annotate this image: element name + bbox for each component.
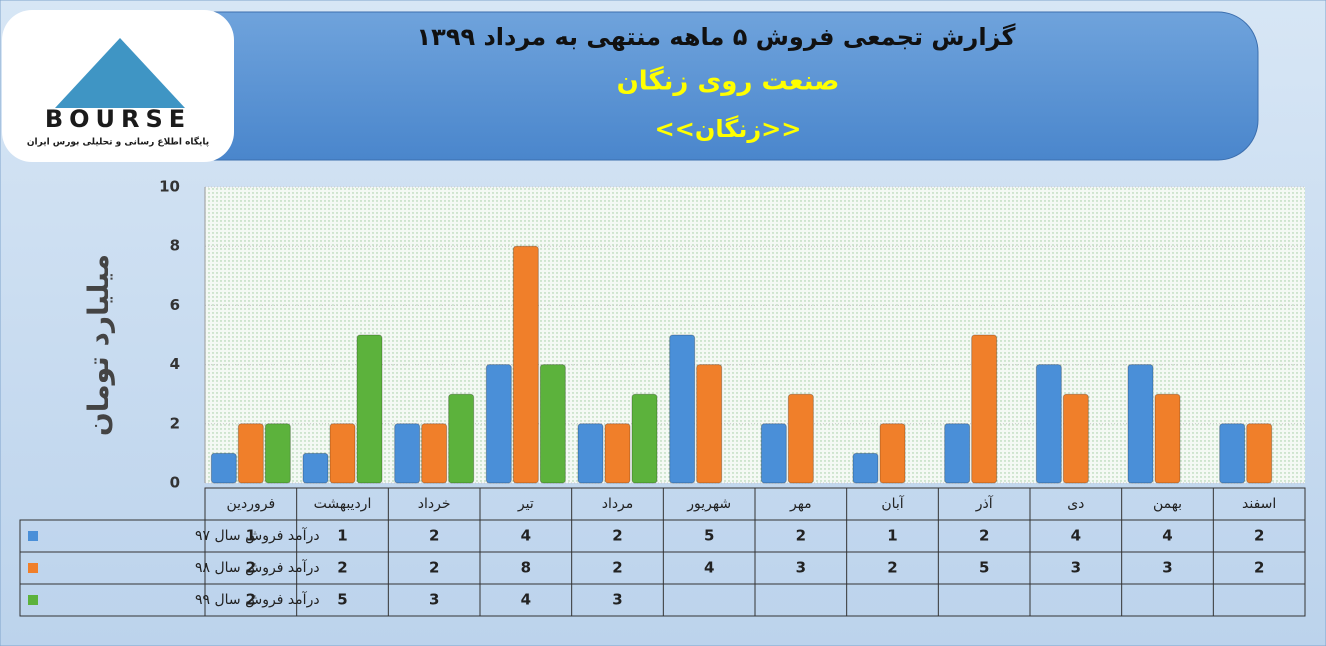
bar <box>394 423 421 484</box>
bar <box>631 393 658 484</box>
bar <box>760 423 787 484</box>
bar <box>971 334 998 484</box>
bar <box>302 452 329 484</box>
y-tick-label: 6 <box>170 296 180 314</box>
bar <box>944 423 971 484</box>
bar <box>1154 393 1181 484</box>
table-value: 3 <box>1162 559 1172 577</box>
x-tick-label: تیر <box>517 496 534 512</box>
chart-title: گزارش تجمعی فروش ۵ ماهه منتهی به مرداد ۱… <box>417 23 1016 51</box>
bar <box>852 452 879 484</box>
bar <box>1246 423 1273 484</box>
table-value: 4 <box>704 559 714 577</box>
logo-icon <box>55 38 185 108</box>
bar <box>604 423 631 484</box>
x-tick-label: بهمن <box>1153 496 1182 512</box>
bar <box>787 393 814 484</box>
table-value: 1 <box>337 527 347 545</box>
x-tick-label: مهر <box>789 496 812 512</box>
logo-text: BOURSE <box>45 105 191 133</box>
table-value: 4 <box>1071 527 1081 545</box>
table-value: 2 <box>796 527 806 545</box>
table-value: 4 <box>521 591 531 609</box>
legend-swatch <box>28 563 38 573</box>
table-value: 2 <box>246 591 256 609</box>
bar <box>1219 423 1246 484</box>
table-value: 5 <box>337 591 347 609</box>
table-value: 2 <box>612 527 622 545</box>
table-value: 5 <box>979 559 989 577</box>
y-tick-label: 2 <box>170 414 180 432</box>
x-tick-label: مرداد <box>602 496 634 512</box>
bar <box>329 423 356 484</box>
x-tick-label: اردیبهشت <box>314 496 372 512</box>
x-tick-label: خرداد <box>418 496 451 512</box>
table-value: 1 <box>246 527 256 545</box>
x-tick-label: آبان <box>881 495 904 512</box>
bar <box>539 364 566 484</box>
table-value: 2 <box>887 559 897 577</box>
y-axis-label: میلیارد تومان <box>82 254 115 436</box>
bar <box>237 423 264 484</box>
y-tick-label: 10 <box>159 178 180 196</box>
bar <box>264 423 291 484</box>
bar <box>1127 364 1154 484</box>
table-value: 3 <box>429 591 439 609</box>
y-tick-label: 8 <box>170 237 180 255</box>
plot-area <box>205 187 1305 483</box>
logo-tagline: پایگاه اطلاع رسانی و تحلیلی بورس ایران <box>27 136 209 148</box>
table-value: 4 <box>1162 527 1172 545</box>
bar <box>512 245 539 484</box>
table-value: 2 <box>1254 527 1264 545</box>
table-value: 2 <box>246 559 256 577</box>
legend-label: درآمد فروش سال ۹۷ <box>195 527 320 544</box>
bar <box>485 364 512 484</box>
x-tick-label: دی <box>1067 496 1084 512</box>
bar <box>669 334 696 484</box>
x-tick-label: اسفند <box>1242 496 1276 512</box>
legend-swatch <box>28 531 38 541</box>
bar <box>577 423 604 484</box>
table-value: 5 <box>704 527 714 545</box>
legend-swatch <box>28 595 38 605</box>
table-value: 2 <box>612 559 622 577</box>
table-value: 2 <box>1254 559 1264 577</box>
bar <box>1035 364 1062 484</box>
y-tick-label: 0 <box>170 474 180 492</box>
legend-label: درآمد فروش سال ۹۸ <box>195 559 320 576</box>
bar <box>448 393 475 484</box>
bar <box>421 423 448 484</box>
table-value: 2 <box>337 559 347 577</box>
bar <box>879 423 906 484</box>
table-value: 3 <box>1071 559 1081 577</box>
bar <box>1062 393 1089 484</box>
bar <box>696 364 723 484</box>
table-value: 2 <box>979 527 989 545</box>
chart-subtitle2: <<زنگان>> <box>655 115 802 143</box>
table-value: 8 <box>521 559 531 577</box>
table-value: 2 <box>429 559 439 577</box>
table-value: 2 <box>429 527 439 545</box>
table-value: 3 <box>612 591 622 609</box>
bar <box>210 452 237 484</box>
x-tick-label: فروردین <box>226 496 275 512</box>
table-value: 1 <box>887 527 897 545</box>
y-tick-label: 4 <box>170 355 180 373</box>
x-tick-label: آذر <box>975 495 994 512</box>
legend-label: درآمد فروش سال ۹۹ <box>195 591 320 608</box>
bar <box>356 334 383 484</box>
table-value: 3 <box>796 559 806 577</box>
table-value: 4 <box>521 527 531 545</box>
x-tick-label: شهریور <box>686 496 731 512</box>
chart-subtitle: صنعت روی زنگان <box>617 66 840 97</box>
